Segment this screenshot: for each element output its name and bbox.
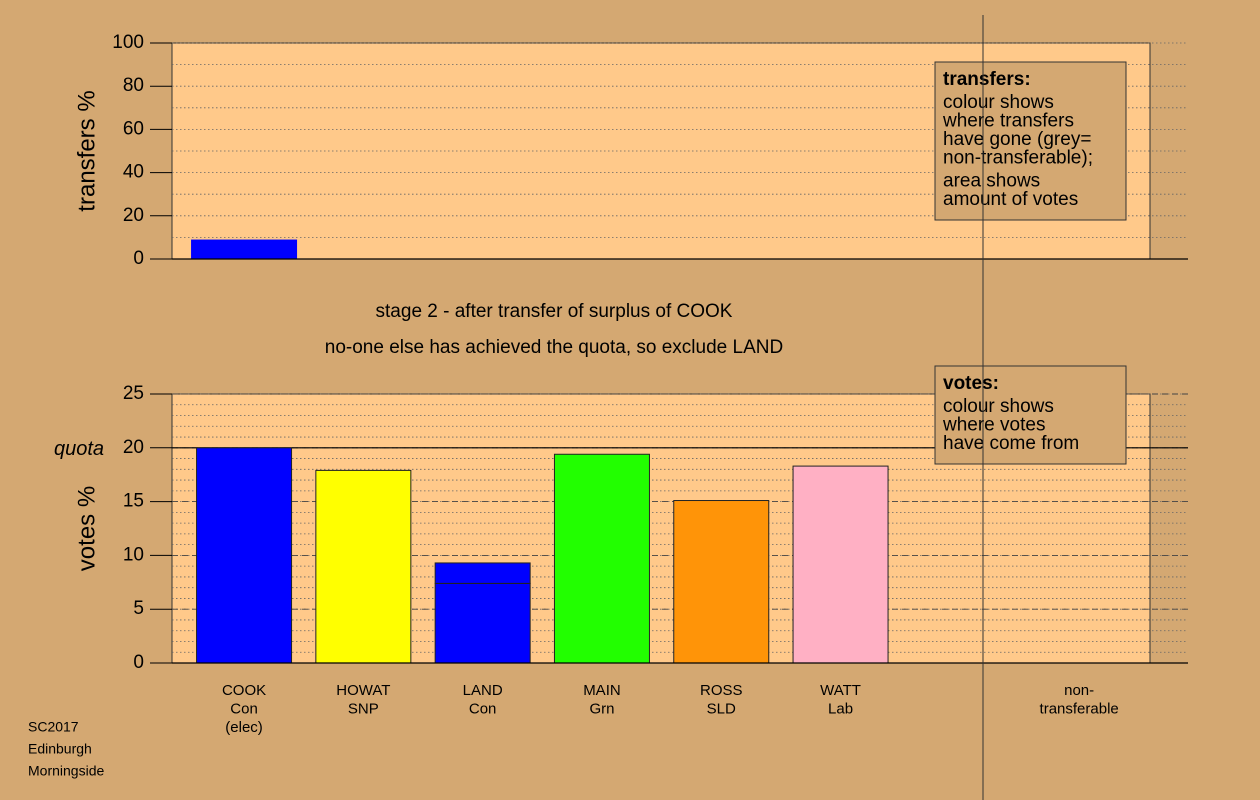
note-text: non-transferable);: [943, 148, 1093, 169]
note-title: votes:: [943, 373, 999, 394]
x-tick-label: non-: [1064, 682, 1094, 699]
note-text: where transfers: [942, 111, 1074, 132]
y-tick-label: 25: [123, 383, 144, 404]
x-tick-label: transferable: [1040, 700, 1119, 717]
note-text: have gone (grey=: [943, 129, 1091, 150]
y-tick-label: 0: [133, 652, 144, 673]
x-tick-label: MAIN: [583, 682, 621, 699]
bar-segment: [196, 447, 293, 664]
bar-segment: [315, 469, 412, 664]
x-tick-label: Con: [469, 700, 497, 717]
y-axis-label: transfers %: [73, 90, 100, 211]
bar-segment: [792, 465, 889, 664]
note-box: [934, 365, 1127, 465]
chart-title: no-one else has achieved the quota, so e…: [325, 337, 783, 358]
y-tick-label: 0: [133, 248, 144, 269]
x-tick-label: SNP: [348, 700, 379, 717]
y-tick-label: 5: [133, 598, 144, 619]
note-title: transfers:: [943, 69, 1031, 90]
note-box: [934, 61, 1127, 221]
bar-segment: [553, 453, 650, 664]
note-text: area shows: [943, 171, 1040, 192]
bar-segment: [673, 500, 770, 664]
quota-label: quota: [54, 438, 104, 460]
x-tick-label: Con: [230, 700, 258, 717]
note-text: colour shows: [943, 92, 1054, 113]
chart-title: stage 2 - after transfer of surplus of C…: [376, 301, 733, 322]
bar-segment: [434, 582, 531, 664]
x-tick-label: Lab: [828, 700, 853, 717]
y-tick-label: 15: [123, 491, 144, 512]
x-tick-label: COOK: [222, 682, 266, 699]
y-tick-label: 20: [123, 205, 144, 226]
footer: Morningside: [28, 763, 104, 779]
y-tick-label: 40: [123, 162, 144, 183]
note-text: have come from: [943, 433, 1079, 454]
x-tick-label: SLD: [707, 700, 736, 717]
x-tick-label: ROSS: [700, 682, 743, 699]
footer: SC2017: [28, 719, 79, 735]
footer: Edinburgh: [28, 741, 92, 757]
y-tick-label: 60: [123, 118, 144, 139]
x-tick-label: HOWAT: [336, 682, 390, 699]
x-tick-label: LAND: [463, 682, 503, 699]
y-tick-label: 100: [112, 32, 144, 53]
note-text: amount of votes: [943, 189, 1078, 210]
y-tick-label: 80: [123, 75, 144, 96]
x-tick-label: Grn: [589, 700, 614, 717]
bar-segment: [434, 562, 531, 584]
y-axis-label: votes %: [73, 486, 100, 571]
y-tick-label: 10: [123, 544, 144, 565]
bar: [191, 239, 298, 259]
note-text: where votes: [942, 415, 1045, 436]
y-tick-label: 20: [123, 437, 144, 458]
x-tick-label: WATT: [820, 682, 861, 699]
note-text: colour shows: [943, 396, 1054, 417]
x-tick-label: (elec): [225, 719, 263, 736]
